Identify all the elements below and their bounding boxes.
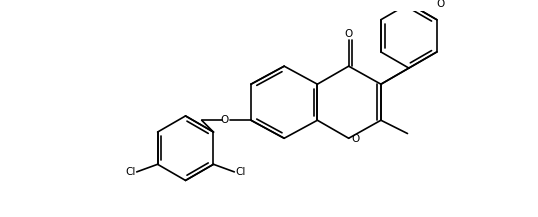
Text: O: O	[344, 29, 353, 39]
Text: O: O	[220, 115, 228, 125]
Text: O: O	[436, 0, 444, 8]
Text: Cl: Cl	[125, 167, 136, 177]
Text: O: O	[351, 134, 360, 144]
Text: Cl: Cl	[235, 167, 246, 177]
